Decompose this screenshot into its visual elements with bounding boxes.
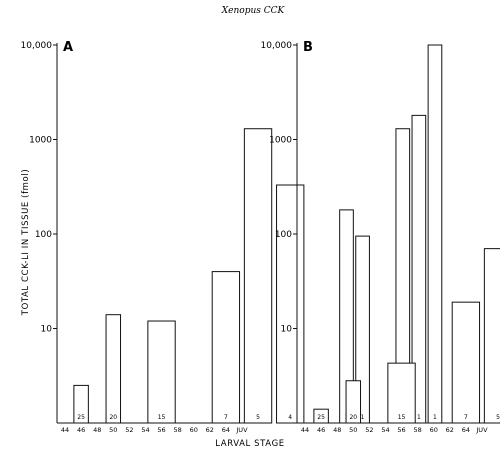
x-tick-label: 56 [397,426,405,434]
x-tick-label: JUV [475,426,488,434]
bar-n-label: 15 [158,414,166,421]
bar-n-label: 25 [317,414,325,421]
x-tick-label: 58 [173,426,181,434]
x-tick-label: 64 [462,426,470,434]
x-tick-label: 54 [141,426,149,434]
bar-n-label: 15 [398,414,406,421]
x-tick-label: 54 [381,426,389,434]
bar [105,314,122,424]
x-tick-label: 50 [109,426,117,434]
x-tick-label: 50 [349,426,357,434]
figure-title: Xenopus CCK [221,6,286,16]
bar [147,320,176,424]
y-tick-label: 100 [275,230,292,240]
x-tick-label: 52 [365,426,373,434]
x-tick-label: 58 [413,426,421,434]
bar [345,380,362,424]
panel-label: B [303,40,313,55]
bar [313,408,329,424]
bar [243,128,273,424]
x-axis-label: LARVAL STAGE [215,439,284,449]
bar-n-label: 7 [224,414,228,421]
bar-n-label: 7 [464,414,468,421]
x-tick-label: 56 [157,426,165,434]
y-tick-label: 10 [281,325,293,335]
panel-label: A [63,40,73,55]
bar [427,44,443,424]
x-tick-label: 64 [222,426,230,434]
x-tick-label: 62 [206,426,214,434]
bar [483,248,500,424]
y-tick-label: 10,000 [261,41,293,51]
bar [387,362,416,424]
x-tick-label: 44 [301,426,309,434]
x-tick-label: 44 [61,426,69,434]
x-tick-label: 60 [430,426,438,434]
x-tick-label: 62 [446,426,454,434]
bar [276,184,305,424]
x-tick-label: JUV [235,426,248,434]
bar-n-label: 20 [109,414,117,421]
bar-n-label: 4 [288,414,292,421]
bar-n-label: 5 [496,414,500,421]
bar-n-label: 1 [361,414,365,421]
y-tick-label: 10,000 [21,41,53,51]
y-tick-label: 100 [35,230,52,240]
bar-n-label: 1 [417,414,421,421]
x-tick-label: 46 [317,426,325,434]
y-axis-label: TOTAL CCK-LI IN TISSUE (fmol) [21,169,31,316]
y-tick-label: 1000 [269,136,292,146]
bar-n-label: 25 [77,414,85,421]
bar-n-label: 5 [256,414,260,421]
x-tick-label: 46 [77,426,85,434]
bar [73,384,89,424]
bar [451,301,481,424]
x-tick-label: 60 [190,426,198,434]
bar-n-label: 1 [433,414,437,421]
bar-n-label: 20 [349,414,357,421]
x-tick-label: 52 [125,426,133,434]
x-tick-label: 48 [333,426,341,434]
x-tick-label: 48 [93,426,101,434]
y-tick-label: 10 [41,325,53,335]
bar [211,271,241,424]
y-tick-label: 1000 [29,136,52,146]
